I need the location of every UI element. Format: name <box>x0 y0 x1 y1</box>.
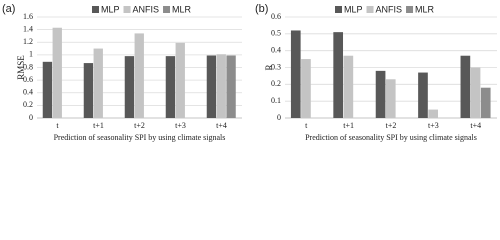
x-tick-label: t+1 <box>343 121 354 130</box>
y-tick-label: 0 <box>277 113 281 122</box>
y-tick-label: 0 <box>29 113 33 122</box>
x-tick-label: t <box>56 121 59 130</box>
panel-label: (b) <box>255 3 268 15</box>
bar <box>206 55 217 118</box>
y-tick-label: 0.5 <box>271 29 281 38</box>
legend-label: MLR <box>415 4 435 14</box>
y-tick-label: 0.2 <box>271 79 281 88</box>
bar <box>226 55 236 118</box>
figure: 0 0.2 0.4 0.6 0.8 1 1.2 1.4 1.6 t t+1 t+2 t+3 t+4 Pred… <box>2 3 497 142</box>
x-tick-label: t+4 <box>216 121 227 130</box>
x-tick-label: t+3 <box>175 121 186 130</box>
y-tick-label: 0.1 <box>271 96 281 105</box>
bar <box>480 87 491 118</box>
legend-swatch <box>163 6 171 13</box>
legend-label: MLR <box>172 4 192 14</box>
panel-label: (a) <box>2 3 15 15</box>
bar <box>134 33 144 118</box>
x-axis-title: Prediction of seasonality SPI by using c… <box>54 133 226 142</box>
bar <box>83 63 94 118</box>
bar <box>165 56 176 118</box>
y-tick-label: 0.6 <box>271 12 281 21</box>
y-tick-label: 0.4 <box>23 88 33 97</box>
bar <box>343 55 354 118</box>
y-tick-label: 1.6 <box>23 12 33 21</box>
bar <box>42 61 53 118</box>
x-tick-label: t <box>305 121 308 130</box>
y-tick-label: 0.6 <box>23 75 33 84</box>
legend-swatch <box>406 6 414 13</box>
bar <box>460 55 471 118</box>
legend-label: MLP <box>344 4 363 14</box>
bar <box>216 54 226 118</box>
y-tick-label: 1.2 <box>23 37 33 46</box>
x-axis-title: Prediction of seasonality SPI by using c… <box>305 133 477 142</box>
legend-swatch <box>123 6 131 13</box>
bar <box>93 48 103 118</box>
x-tick-label: t+2 <box>134 121 145 130</box>
bar <box>385 79 396 118</box>
bar <box>301 59 311 118</box>
bar <box>333 32 344 118</box>
legend-swatch <box>335 6 342 13</box>
y-axis-title: RMSE <box>16 55 26 80</box>
bar <box>175 42 185 118</box>
legend-label: MLP <box>101 4 120 14</box>
bar <box>124 56 135 118</box>
bar <box>52 27 62 119</box>
y-axis-title: R <box>264 64 274 70</box>
y-tick-label: 0.4 <box>271 45 281 54</box>
x-tick-label: t+4 <box>470 121 481 130</box>
y-tick-label: 0.3 <box>271 62 281 71</box>
y-tick-label: 0.2 <box>23 100 33 109</box>
y-tick-label: 0.8 <box>23 62 33 71</box>
bar <box>428 109 438 118</box>
x-tick-label: t+3 <box>428 121 439 130</box>
bar <box>418 72 428 118</box>
y-tick-label: 1.4 <box>23 24 33 33</box>
y-tick-label: 1 <box>29 50 33 59</box>
bar <box>375 70 386 118</box>
bar <box>290 30 301 118</box>
legend-swatch <box>366 6 374 13</box>
bar <box>470 67 481 118</box>
legend-label: ANFIS <box>133 4 160 14</box>
legend-label: ANFIS <box>376 4 403 14</box>
x-tick-label: t+2 <box>386 121 397 130</box>
x-tick-label: t+1 <box>93 121 104 130</box>
legend-swatch <box>92 6 99 13</box>
